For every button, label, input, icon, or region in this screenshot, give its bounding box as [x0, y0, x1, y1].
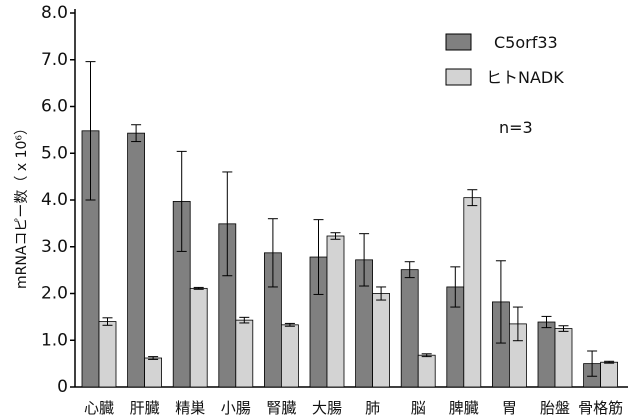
bar-nadk	[144, 357, 163, 388]
legend: C5orf33 ヒトNADK	[445, 33, 564, 87]
y-axis-title-group: mRNAコピー数（ x 10⁶）	[14, 121, 30, 289]
legend-swatch-c5orf33	[445, 33, 472, 51]
category-label: 肝臓	[130, 399, 160, 417]
y-tick-label: 1.0	[41, 330, 68, 350]
y-tick-label: 5.0	[41, 143, 68, 163]
bar-nadk	[235, 319, 254, 388]
y-tick-label: 7.0	[41, 50, 68, 70]
bar-nadk	[98, 321, 117, 388]
category-label: 胃	[502, 399, 517, 417]
bar-c5orf33	[400, 269, 419, 388]
category-label: 脳	[411, 399, 426, 417]
bar-nadk	[600, 361, 618, 388]
bar-nadk	[372, 293, 391, 388]
category-label: 骨格筋	[578, 399, 623, 417]
legend-label-c5orf33: C5orf33	[494, 33, 558, 52]
y-axis-title: mRNAコピー数（ x 10⁶）	[14, 121, 30, 289]
bar-nadk	[463, 197, 482, 388]
bar-nadk	[417, 354, 436, 388]
bar-c5orf33	[127, 132, 145, 388]
category-label: 心臓	[84, 399, 114, 417]
legend-label-nadk: ヒトNADK	[486, 68, 564, 87]
bar-nadk	[554, 328, 573, 388]
error-bars	[85, 61, 615, 377]
y-tick-label: 4.0	[41, 190, 68, 210]
category-label: 脾臓	[449, 399, 479, 417]
bar-nadk	[326, 235, 345, 388]
category-label: 大腸	[312, 399, 342, 417]
axes	[74, 9, 628, 388]
sample-size-annotation: n=3	[499, 118, 533, 137]
category-label: 精巣	[175, 399, 205, 417]
y-tick-label: 3.0	[41, 237, 68, 257]
bar-c5orf33	[537, 321, 556, 388]
bar-nadk	[280, 324, 299, 388]
y-ticks: 0 1.0 2.0 3.0 4.0 5.0 6.0 7.0 8.0	[41, 3, 75, 397]
bar-nadk	[189, 287, 208, 388]
category-label: 腎臓	[266, 399, 296, 417]
y-tick-label: 6.0	[41, 97, 68, 117]
y-tick-label: 8.0	[41, 3, 68, 23]
y-tick-label: 0	[57, 377, 68, 397]
category-label: 小腸	[221, 399, 251, 417]
category-label: 肺	[365, 399, 380, 417]
bars	[81, 130, 618, 388]
category-labels: 心臓 肝臓 精巣 小腸 腎臓 大腸 肺 脳 脾臓 胃 胎盤 骨格筋	[84, 399, 623, 417]
category-label: 胎盤	[540, 399, 570, 417]
y-tick-label: 2.0	[41, 284, 68, 304]
legend-swatch-nadk	[445, 68, 472, 86]
